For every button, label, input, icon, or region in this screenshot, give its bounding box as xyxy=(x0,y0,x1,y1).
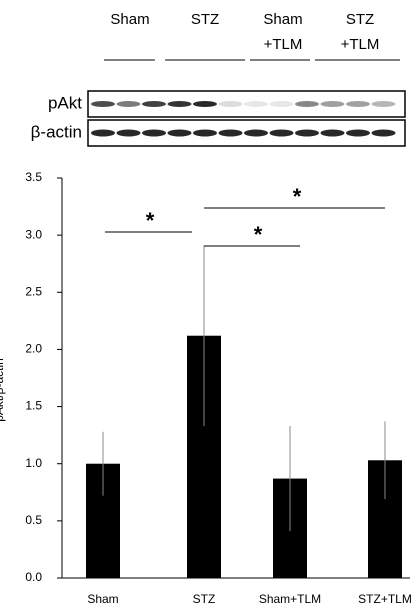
y-tick-label: 1.5 xyxy=(25,399,42,413)
significance-star: * xyxy=(146,208,155,233)
blot-group-label: STZ xyxy=(346,11,374,28)
blot-bands xyxy=(88,91,405,146)
band xyxy=(219,101,243,107)
x-tick-label: STZ xyxy=(193,592,216,606)
band xyxy=(321,130,345,137)
band xyxy=(142,101,166,107)
band xyxy=(346,101,370,107)
y-tick-label: 3.5 xyxy=(25,170,42,184)
band xyxy=(117,101,141,107)
blot-group-label: Sham xyxy=(263,11,302,28)
band xyxy=(346,130,370,137)
band xyxy=(270,130,294,137)
x-tick-label: Sham+TLM xyxy=(259,592,321,606)
blot-group-label: +TLM xyxy=(341,36,380,53)
y-tick-label: 2.5 xyxy=(25,284,42,298)
band xyxy=(168,130,192,137)
band xyxy=(244,101,268,107)
x-tick-label: Sham xyxy=(87,592,118,606)
band xyxy=(270,101,294,107)
band xyxy=(91,130,115,137)
blot-group-label: STZ xyxy=(191,11,219,28)
band xyxy=(372,101,396,107)
significance-star: * xyxy=(293,184,302,209)
band xyxy=(372,130,396,137)
blot-row-label: β-actin xyxy=(31,122,82,141)
y-tick-label: 1.0 xyxy=(25,456,42,470)
y-tick-label: 0.0 xyxy=(25,570,42,584)
band xyxy=(219,130,243,137)
y-tick-label: 3.0 xyxy=(25,227,42,241)
blot-row-label: pAkt xyxy=(48,93,82,112)
blot-group-label: +TLM xyxy=(264,36,303,53)
y-axis-label: pAkt/β-actin xyxy=(0,358,6,422)
band xyxy=(168,101,192,107)
figure: ShamSTZSham+TLMSTZ+TLMpAktβ-actin0.00.51… xyxy=(0,0,416,609)
band xyxy=(117,130,141,137)
x-tick-label: STZ+TLM xyxy=(358,592,412,606)
blot-group-label: Sham xyxy=(110,11,149,28)
band xyxy=(295,130,319,137)
band xyxy=(193,130,217,137)
band xyxy=(142,130,166,137)
band xyxy=(295,101,319,107)
y-tick-label: 2.0 xyxy=(25,342,42,356)
significance-star: * xyxy=(254,222,263,247)
band xyxy=(321,101,345,107)
band xyxy=(193,101,217,107)
band xyxy=(91,101,115,107)
y-tick-label: 0.5 xyxy=(25,513,42,527)
band xyxy=(244,130,268,137)
